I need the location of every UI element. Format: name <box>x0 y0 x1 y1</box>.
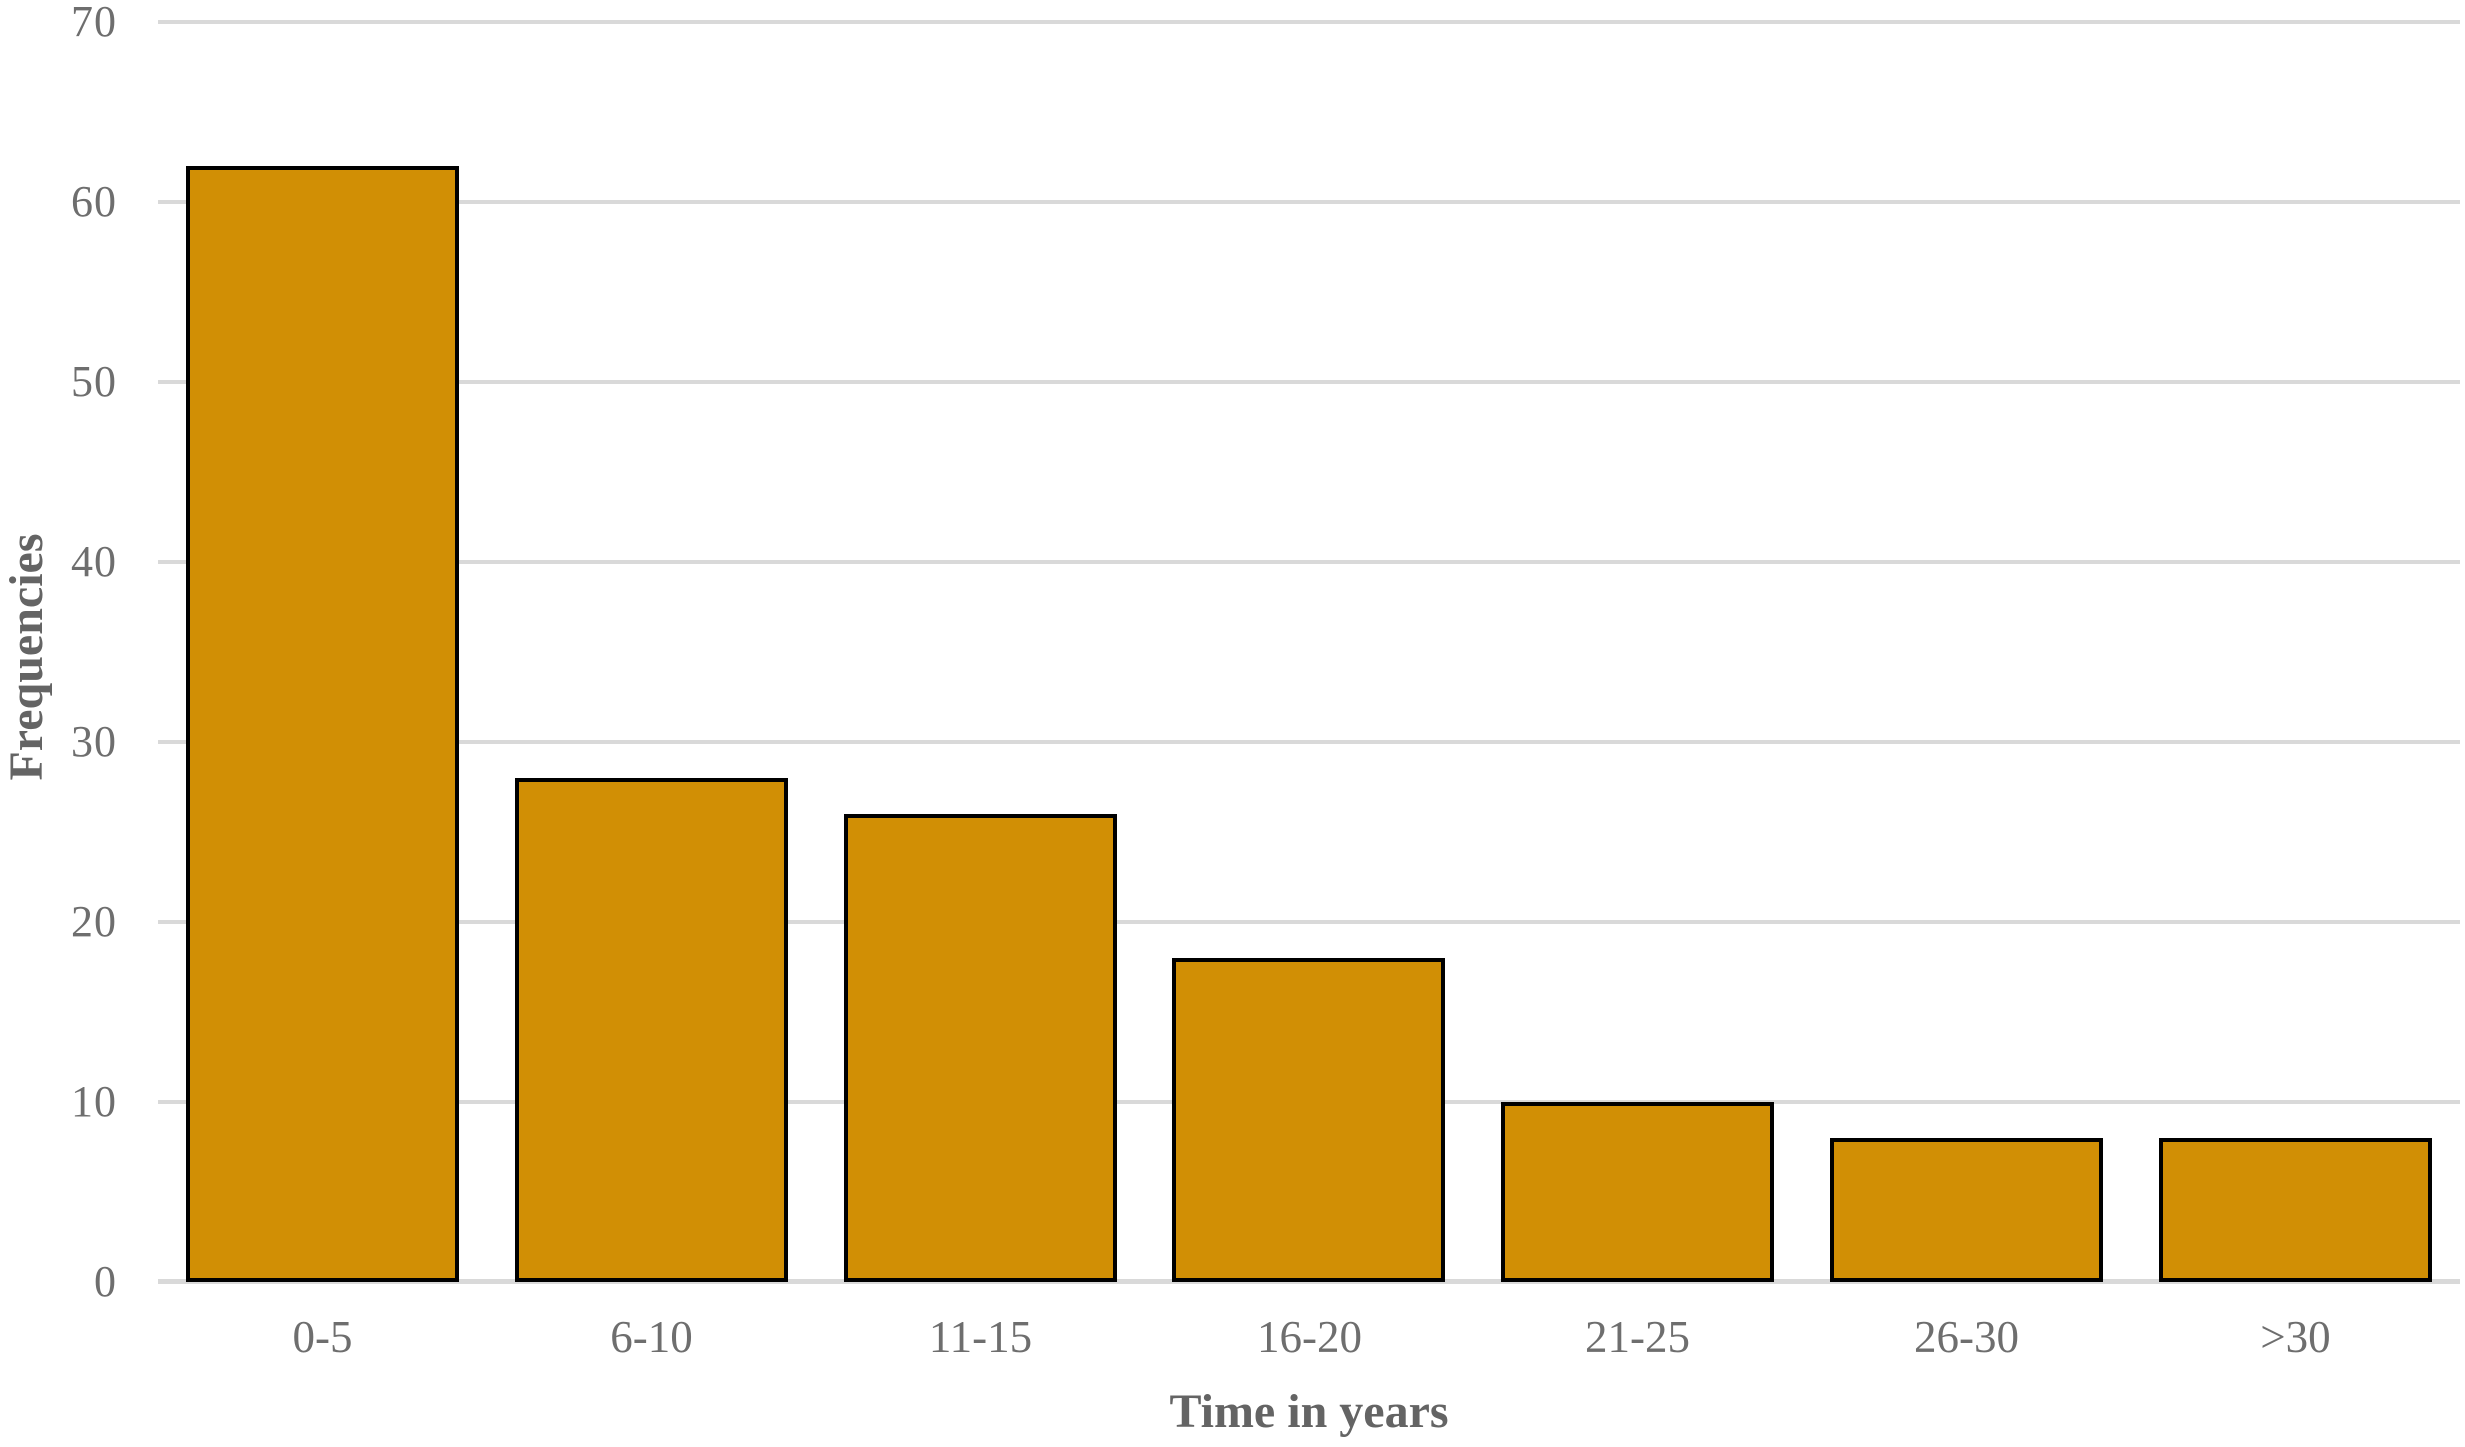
x-tick-label: 16-20 <box>1257 1312 1362 1362</box>
y-tick-label: 0 <box>94 1257 117 1306</box>
bar-0-5 <box>186 166 459 1282</box>
gridline-y40 <box>158 560 2460 564</box>
gridline-y50 <box>158 380 2460 384</box>
y-tick-label: 10 <box>71 1077 117 1126</box>
x-tick-label: 6-10 <box>610 1312 693 1362</box>
x-tick-label: >30 <box>2260 1312 2331 1362</box>
y-tick-label: 40 <box>71 537 117 586</box>
y-tick-label: 60 <box>71 177 117 226</box>
y-tick-label: 50 <box>71 357 117 406</box>
bar-11-15 <box>844 814 1117 1282</box>
bar-26-30 <box>1830 1138 2103 1282</box>
gridline-y70 <box>158 20 2460 24</box>
x-axis-title: Time in years <box>1169 1385 1449 1438</box>
gridline-y20 <box>158 920 2460 924</box>
x-tick-label: 21-25 <box>1585 1312 1690 1362</box>
gridline-y60 <box>158 200 2460 204</box>
y-tick-label: 20 <box>71 897 117 946</box>
x-tick-label: 11-15 <box>928 1312 1033 1362</box>
plot-area <box>158 20 2460 1284</box>
bar->30 <box>2159 1138 2432 1282</box>
bar-21-25 <box>1501 1102 1774 1282</box>
x-tick-label: 26-30 <box>1914 1312 2019 1362</box>
y-tick-label: 70 <box>71 0 117 46</box>
x-tick-label: 0-5 <box>292 1312 353 1362</box>
bar-6-10 <box>515 778 788 1282</box>
y-tick-label: 30 <box>71 717 117 766</box>
bar-16-20 <box>1172 958 1445 1282</box>
gridline-y30 <box>158 740 2460 744</box>
